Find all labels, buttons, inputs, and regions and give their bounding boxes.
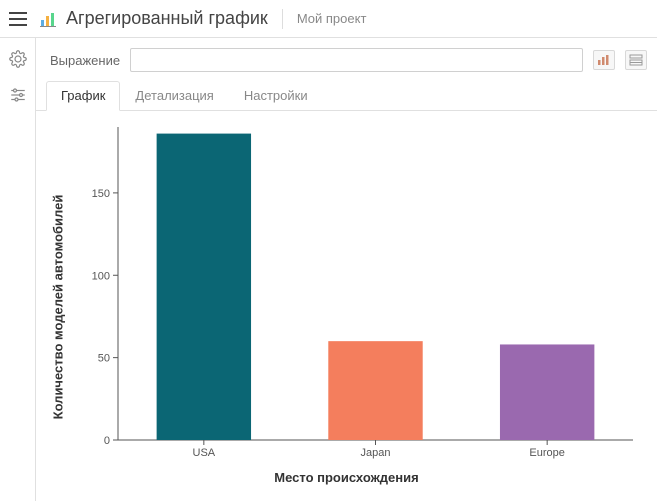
svg-text:50: 50 (98, 353, 110, 365)
divider (282, 9, 283, 29)
topbar: Агрегированный график Мой проект (0, 0, 657, 38)
app-icon (38, 9, 58, 29)
chart-area: Количество моделей автомобилей 0 50 100 150… (36, 111, 657, 501)
svg-text:USA: USA (193, 447, 216, 459)
tab-1[interactable]: Детализация (120, 81, 228, 111)
expression-row: Выражение (36, 38, 657, 80)
x-axis-label: Место происхождения (48, 470, 645, 485)
filters-button[interactable] (7, 84, 29, 106)
svg-text:100: 100 (92, 270, 110, 282)
expression-label: Выражение (50, 53, 120, 68)
chart-config-icon (597, 54, 611, 66)
svg-text:Europe: Europe (529, 447, 564, 459)
left-rail (0, 38, 36, 501)
tab-2[interactable]: Настройки (229, 81, 323, 111)
expression-tool-2[interactable] (625, 50, 647, 70)
tabs: ГрафикДетализацияНастройки (36, 80, 657, 111)
expression-input[interactable] (130, 48, 583, 72)
sliders-icon (9, 86, 27, 104)
menu-button[interactable] (6, 7, 30, 31)
layout-icon (629, 54, 643, 66)
settings-button[interactable] (7, 48, 29, 70)
gear-icon (9, 50, 27, 68)
hamburger-icon (9, 12, 27, 26)
page-title: Агрегированный график (66, 8, 268, 29)
tab-0[interactable]: График (46, 81, 120, 111)
y-axis-label: Количество моделей автомобилей (51, 195, 66, 420)
bar-chart: 0 50 100 150 USA Japan Europe (48, 121, 643, 466)
svg-text:150: 150 (92, 188, 110, 200)
project-name: Мой проект (297, 11, 367, 26)
svg-text:Japan: Japan (361, 447, 391, 459)
expression-tool-1[interactable] (593, 50, 615, 70)
svg-text:0: 0 (104, 435, 110, 447)
